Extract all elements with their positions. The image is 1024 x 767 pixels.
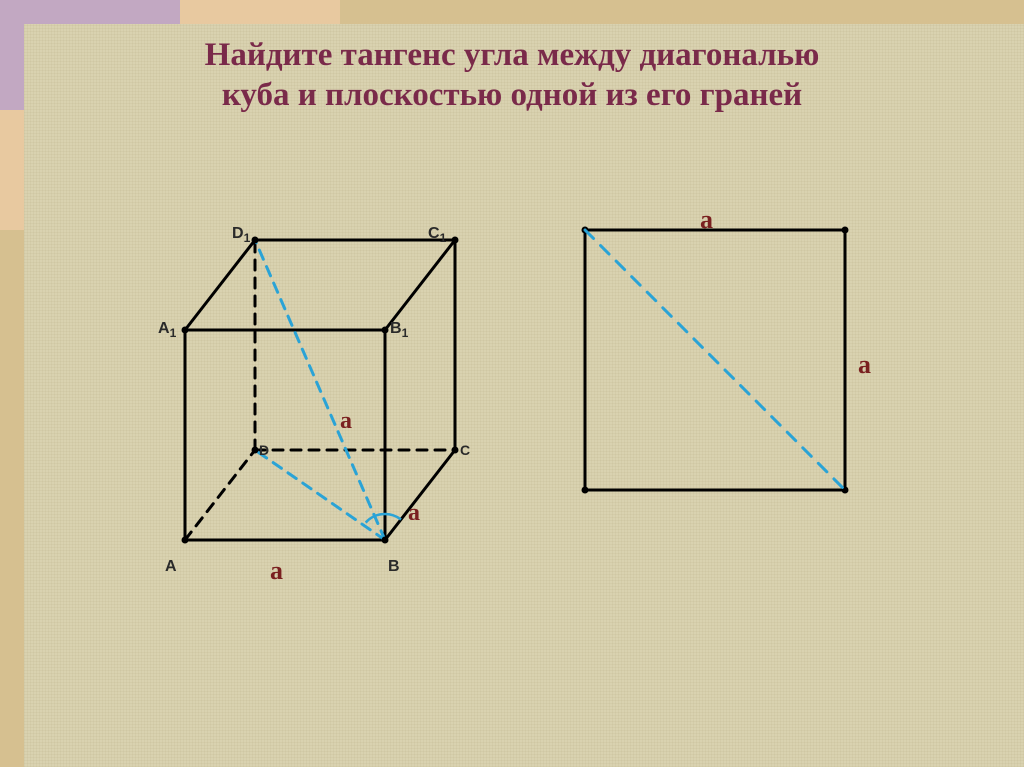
vertex-label-C: C	[460, 442, 470, 458]
vertex-label-B: B	[388, 558, 400, 576]
vertex-label-C1: C1	[428, 225, 446, 245]
cube-diagram	[182, 237, 459, 544]
vertex-label-D: D	[259, 442, 269, 458]
cube-a-label-2: a	[340, 408, 352, 435]
vertex-label-A: A	[165, 558, 177, 576]
diagram-svg	[0, 0, 1024, 767]
cube-a-label-0: a	[270, 556, 283, 586]
cube-a-label-1: a	[408, 500, 420, 527]
vertex-label-D1: D1	[232, 225, 250, 245]
square-a-label-0: a	[700, 205, 713, 235]
square-a-label-1: a	[858, 350, 871, 380]
square-diagram	[582, 227, 849, 494]
vertex-label-A1: A1	[158, 320, 176, 340]
vertex-label-B1: B1	[390, 320, 408, 340]
